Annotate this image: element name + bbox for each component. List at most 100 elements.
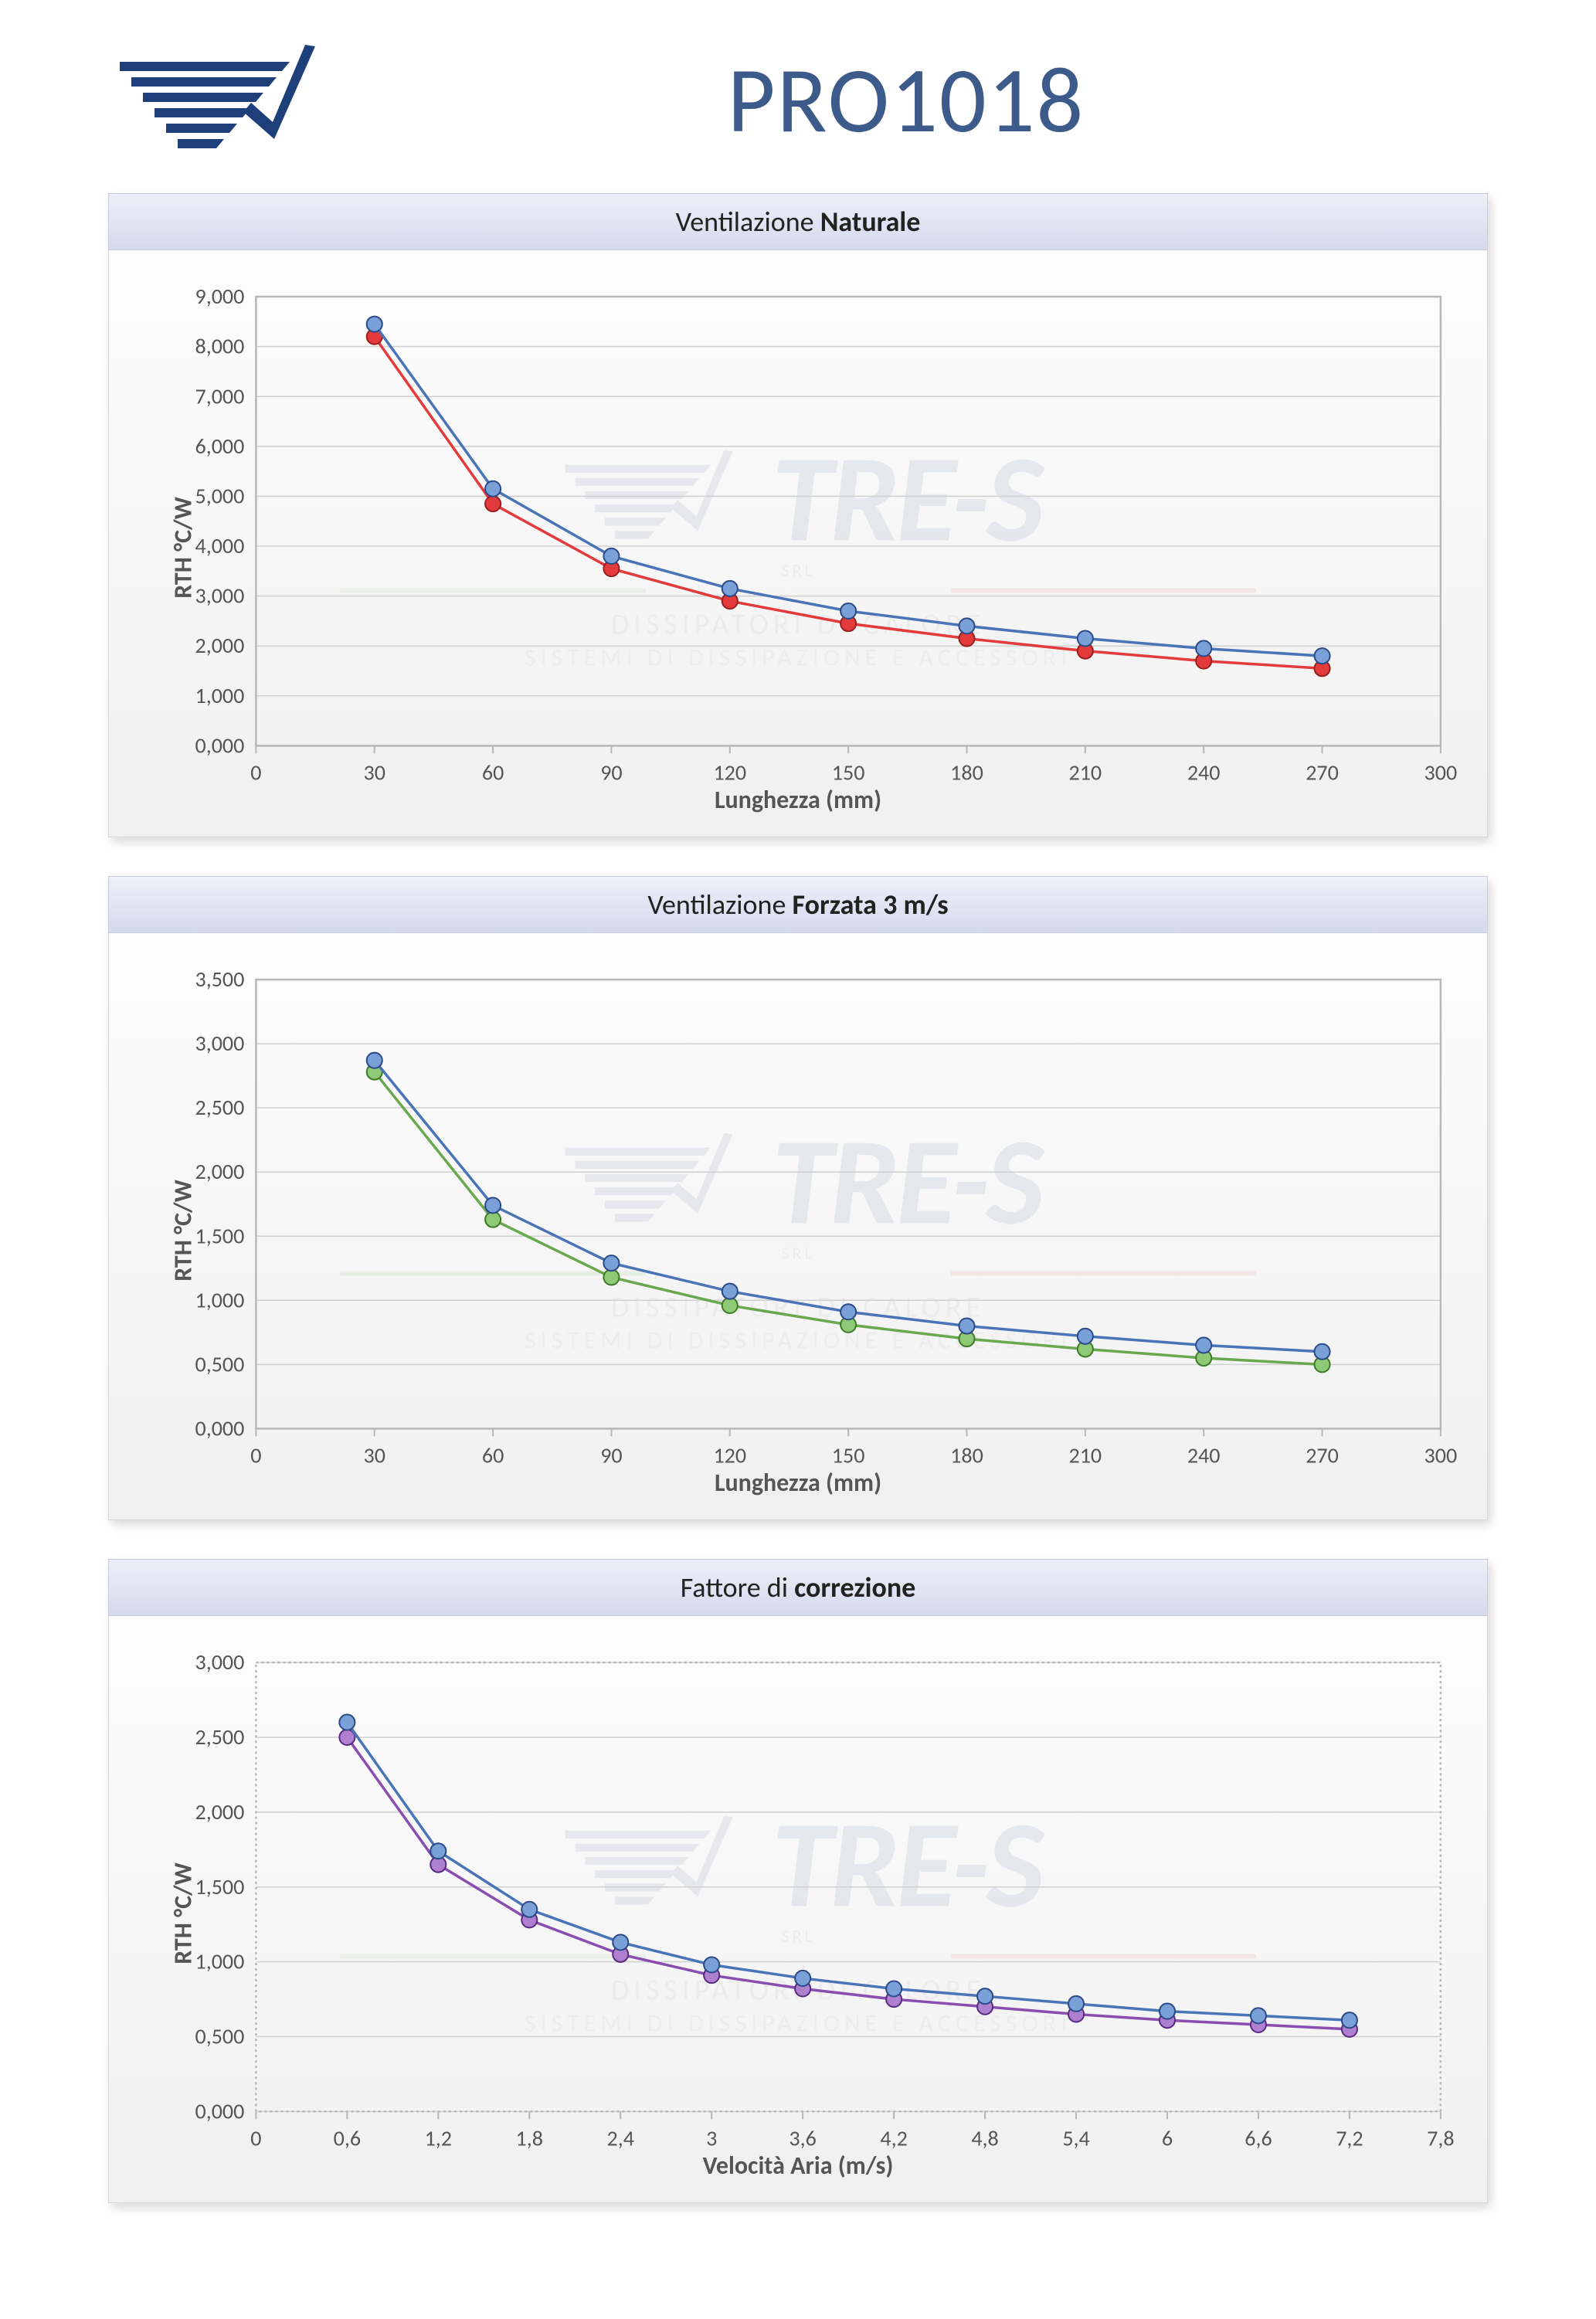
chart-natural-red-series-marker — [485, 496, 501, 511]
chart-forced-blue-series-marker — [367, 1053, 382, 1068]
svg-text:5,000: 5,000 — [195, 482, 244, 509]
chart-forced-blue-series-marker — [1078, 1329, 1093, 1344]
svg-text:90: 90 — [600, 759, 622, 786]
chart-natural-blue-series-marker — [485, 481, 501, 497]
chart-natural-blue-series-marker — [959, 618, 974, 633]
logo-stripes-icon — [120, 45, 315, 148]
chart-correction-body: TRE-S SRL DISSIPATORI DI CALORE SISTEMI … — [108, 1616, 1488, 2203]
page-header: PRO1018 — [108, 39, 1488, 162]
svg-text:0: 0 — [250, 759, 261, 786]
title-bold: Forzata 3 m/s — [793, 888, 949, 922]
chart-forced-green-series-marker — [603, 1269, 619, 1285]
chart-forced-blue-series-marker — [840, 1304, 856, 1319]
svg-text:1,2: 1,2 — [425, 2124, 452, 2151]
svg-text:5,4: 5,4 — [1062, 2124, 1089, 2151]
chart-correction-blue-series-line — [347, 1723, 1350, 2021]
chart-correction-blue-series-marker — [1251, 2008, 1266, 2023]
svg-text:2,000: 2,000 — [195, 1798, 244, 1825]
chart-natural-panel: Ventilazione Naturale TRE-S SRL DISSIPA — [108, 193, 1488, 837]
chart-correction-purple-series-line — [347, 1737, 1350, 2029]
chart-forced-green-series-marker — [485, 1212, 501, 1227]
svg-text:3,000: 3,000 — [195, 1648, 244, 1676]
chart-forced-blue-series-marker — [722, 1284, 738, 1299]
svg-text:4,8: 4,8 — [971, 2124, 998, 2151]
svg-text:0,6: 0,6 — [334, 2124, 361, 2151]
chart-correction-ylabel: RTH °C/W — [168, 1862, 198, 1964]
svg-text:180: 180 — [950, 1441, 983, 1468]
svg-text:2,500: 2,500 — [195, 1094, 244, 1121]
charts-container: Ventilazione Naturale TRE-S SRL DISSIPA — [108, 193, 1488, 2203]
svg-text:4,000: 4,000 — [195, 532, 244, 559]
svg-text:150: 150 — [832, 759, 865, 786]
svg-text:120: 120 — [713, 1441, 746, 1468]
product-title: PRO1018 — [324, 44, 1488, 157]
svg-text:0,500: 0,500 — [195, 2023, 244, 2050]
svg-text:0,000: 0,000 — [195, 732, 244, 759]
svg-text:1,8: 1,8 — [516, 2124, 543, 2151]
chart-correction-blue-series-marker — [613, 1934, 628, 1950]
svg-text:1,000: 1,000 — [195, 682, 244, 709]
chart-correction-blue-series-marker — [977, 1988, 993, 2004]
svg-text:0,000: 0,000 — [195, 2097, 244, 2124]
svg-text:1,000: 1,000 — [195, 1286, 244, 1313]
chart-natural-blue-series-marker — [1078, 630, 1093, 646]
svg-text:300: 300 — [1425, 759, 1458, 786]
title-bold: Naturale — [820, 205, 921, 239]
svg-text:1,000: 1,000 — [195, 1948, 244, 1975]
chart-forced-blue-series-marker — [1196, 1337, 1211, 1353]
chart-natural-blue-series-marker — [840, 603, 856, 619]
svg-text:120: 120 — [713, 759, 746, 786]
chart-correction-blue-series-marker — [430, 1843, 446, 1859]
chart-correction-blue-series-marker — [704, 1957, 719, 1972]
chart-forced-green-series-marker — [722, 1298, 738, 1313]
chart-natural-ylabel: RTH °C/W — [168, 497, 198, 599]
svg-text:150: 150 — [832, 1441, 865, 1468]
svg-text:2,500: 2,500 — [195, 1723, 244, 1750]
svg-text:270: 270 — [1306, 1441, 1339, 1468]
chart-natural-blue-series-marker — [722, 581, 738, 596]
chart-correction-blue-series-marker — [521, 1902, 537, 1917]
chart-forced-ylabel: RTH °C/W — [168, 1180, 198, 1282]
svg-text:210: 210 — [1069, 1441, 1102, 1468]
svg-text:7,2: 7,2 — [1336, 2124, 1363, 2151]
svg-text:300: 300 — [1425, 1441, 1458, 1468]
svg-text:9,000: 9,000 — [195, 283, 244, 310]
chart-natural-title: Ventilazione Naturale — [108, 193, 1488, 250]
chart-natural-svg: 0,0001,0002,0003,0004,0005,0006,0007,000… — [124, 273, 1472, 823]
title-bold: correzione — [794, 1570, 915, 1604]
svg-text:4,2: 4,2 — [880, 2124, 907, 2151]
svg-text:3,000: 3,000 — [195, 1030, 244, 1057]
svg-text:3,500: 3,500 — [195, 966, 244, 993]
chart-forced-svg: 0,000 0,500 1,000 1,500 2,000 2,500 3,000 3,500… — [124, 956, 1472, 1506]
svg-text:240: 240 — [1187, 759, 1221, 786]
chart-correction-blue-series-marker — [886, 1981, 902, 1996]
svg-text:3,6: 3,6 — [789, 2124, 816, 2151]
chart-forced-blue-series-marker — [603, 1255, 619, 1271]
chart-forced-blue-series-marker — [959, 1318, 974, 1333]
chart-correction-blue-series-marker — [795, 1971, 810, 1986]
svg-text:6,6: 6,6 — [1245, 2124, 1272, 2151]
svg-text:2,000: 2,000 — [195, 1158, 244, 1185]
svg-text:0,000: 0,000 — [195, 1414, 244, 1441]
chart-natural-blue-series-marker — [1315, 648, 1330, 664]
svg-text:30: 30 — [364, 759, 385, 786]
chart-forced-blue-series-marker — [485, 1197, 501, 1213]
chart-forced-blue-series-marker — [1315, 1344, 1330, 1360]
svg-text:1,500: 1,500 — [195, 1222, 244, 1249]
svg-text:240: 240 — [1187, 1441, 1221, 1468]
chart-correction-blue-series-marker — [1068, 1996, 1084, 2012]
svg-text:7,000: 7,000 — [195, 382, 244, 409]
svg-text:0,500: 0,500 — [195, 1350, 244, 1377]
svg-text:2,000: 2,000 — [195, 632, 244, 659]
chart-correction-svg: 0,0000,5001,0001,5002,0002,5003,00000,61… — [124, 1639, 1472, 2189]
svg-text:30: 30 — [364, 1441, 385, 1468]
svg-text:6,000: 6,000 — [195, 433, 244, 460]
chart-correction-panel: Fattore di correzione TRE-S SRL DISSIPA — [108, 1559, 1488, 2203]
chart-forced-xlabel: Lunghezza (mm) — [715, 1468, 881, 1498]
chart-natural-blue-series-marker — [1196, 640, 1211, 656]
title-prefix: Ventilazione — [676, 205, 820, 239]
chart-natural-blue-series-marker — [367, 317, 382, 332]
chart-natural-blue-series-marker — [603, 548, 619, 564]
chart-forced-title: Ventilazione Forzata 3 m/s — [108, 876, 1488, 933]
svg-text:8,000: 8,000 — [195, 333, 244, 360]
